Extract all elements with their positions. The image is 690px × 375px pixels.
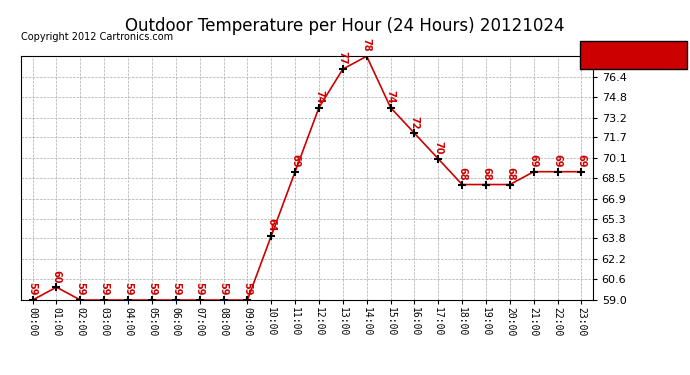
Text: 69: 69 <box>290 154 300 168</box>
Text: 74: 74 <box>314 90 324 104</box>
Text: 59: 59 <box>123 282 133 296</box>
Text: 77: 77 <box>338 51 348 65</box>
Text: 68: 68 <box>505 167 515 180</box>
Text: Copyright 2012 Cartronics.com: Copyright 2012 Cartronics.com <box>21 32 172 42</box>
Text: 69: 69 <box>576 154 586 168</box>
Text: 59: 59 <box>171 282 181 296</box>
Text: 59: 59 <box>28 282 38 296</box>
Text: 78: 78 <box>362 39 372 52</box>
Text: 59: 59 <box>242 282 253 296</box>
Text: 64: 64 <box>266 218 276 232</box>
Text: 68: 68 <box>481 167 491 180</box>
Text: 69: 69 <box>553 154 562 168</box>
Text: 59: 59 <box>219 282 228 296</box>
Text: 59: 59 <box>99 282 109 296</box>
Text: 72: 72 <box>409 116 420 129</box>
Text: Outdoor Temperature per Hour (24 Hours) 20121024: Outdoor Temperature per Hour (24 Hours) … <box>126 17 564 35</box>
Text: 59: 59 <box>75 282 86 296</box>
Text: 68: 68 <box>457 167 467 180</box>
Text: 74: 74 <box>386 90 395 104</box>
Text: 59: 59 <box>195 282 205 296</box>
Text: Temperature (°F): Temperature (°F) <box>609 50 690 60</box>
Text: 59: 59 <box>147 282 157 296</box>
Text: 60: 60 <box>52 270 61 283</box>
Text: 69: 69 <box>529 154 539 168</box>
Text: 70: 70 <box>433 141 443 155</box>
